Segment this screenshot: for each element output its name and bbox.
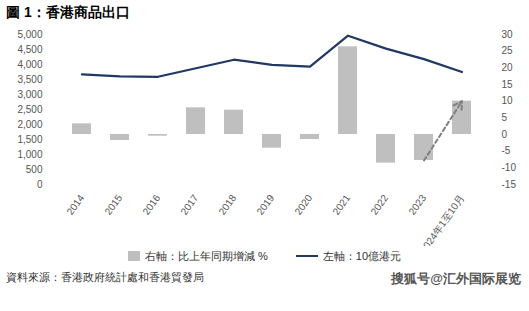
svg-text:1,000: 1,000 — [17, 149, 42, 160]
svg-text:4,500: 4,500 — [17, 44, 42, 55]
svg-text:2018: 2018 — [216, 192, 238, 217]
svg-text:15: 15 — [502, 79, 514, 90]
svg-text:2019: 2019 — [254, 192, 276, 217]
svg-text:0: 0 — [37, 179, 43, 190]
svg-text:2021: 2021 — [330, 192, 352, 217]
svg-text:2020: 2020 — [292, 192, 314, 217]
svg-text:0: 0 — [502, 129, 508, 140]
svg-text:2016: 2016 — [140, 192, 162, 217]
html-text:資料來源：香港政府統計處和香港貿發局: 資料來源：香港政府統計處和香港貿發局 — [6, 271, 204, 283]
svg-text:10: 10 — [502, 95, 514, 106]
svg-text:3,500: 3,500 — [17, 74, 42, 85]
html-text:左軸：10億港元: 左軸：10億港元 — [322, 249, 401, 262]
svg-text:500: 500 — [26, 164, 43, 175]
svg-text:30: 30 — [502, 29, 514, 40]
svg-text:1,500: 1,500 — [17, 134, 42, 145]
html-text:搜狐号@汇外国际展览: 搜狐号@汇外国际展览 — [391, 271, 521, 286]
svg-text:3,000: 3,000 — [17, 89, 42, 100]
svg-text:-10: -10 — [502, 162, 517, 173]
svg-text:2015: 2015 — [102, 192, 124, 217]
svg-text:5: 5 — [502, 112, 508, 123]
html-text:右軸：比上年同期增減 %: 右軸：比上年同期增減 % — [145, 249, 268, 262]
svg-text:2022: 2022 — [368, 192, 390, 217]
svg-text:2023: 2023 — [406, 192, 428, 217]
svg-text:2014: 2014 — [64, 192, 86, 217]
svg-text:2,500: 2,500 — [17, 104, 42, 115]
svg-text:5,000: 5,000 — [17, 29, 42, 40]
svg-text:-5: -5 — [502, 145, 511, 156]
svg-text:20: 20 — [502, 62, 514, 73]
svg-text:-15: -15 — [502, 179, 517, 190]
svg-text:2,000: 2,000 — [17, 119, 42, 130]
svg-text:2024年1至10月: 2024年1至10月 — [418, 192, 467, 246]
svg-text:4,000: 4,000 — [17, 59, 42, 70]
svg-text:2017: 2017 — [178, 192, 200, 217]
svg-text:25: 25 — [502, 45, 514, 56]
html-text:圖 1：香港商品出口: 圖 1：香港商品出口 — [6, 4, 130, 20]
